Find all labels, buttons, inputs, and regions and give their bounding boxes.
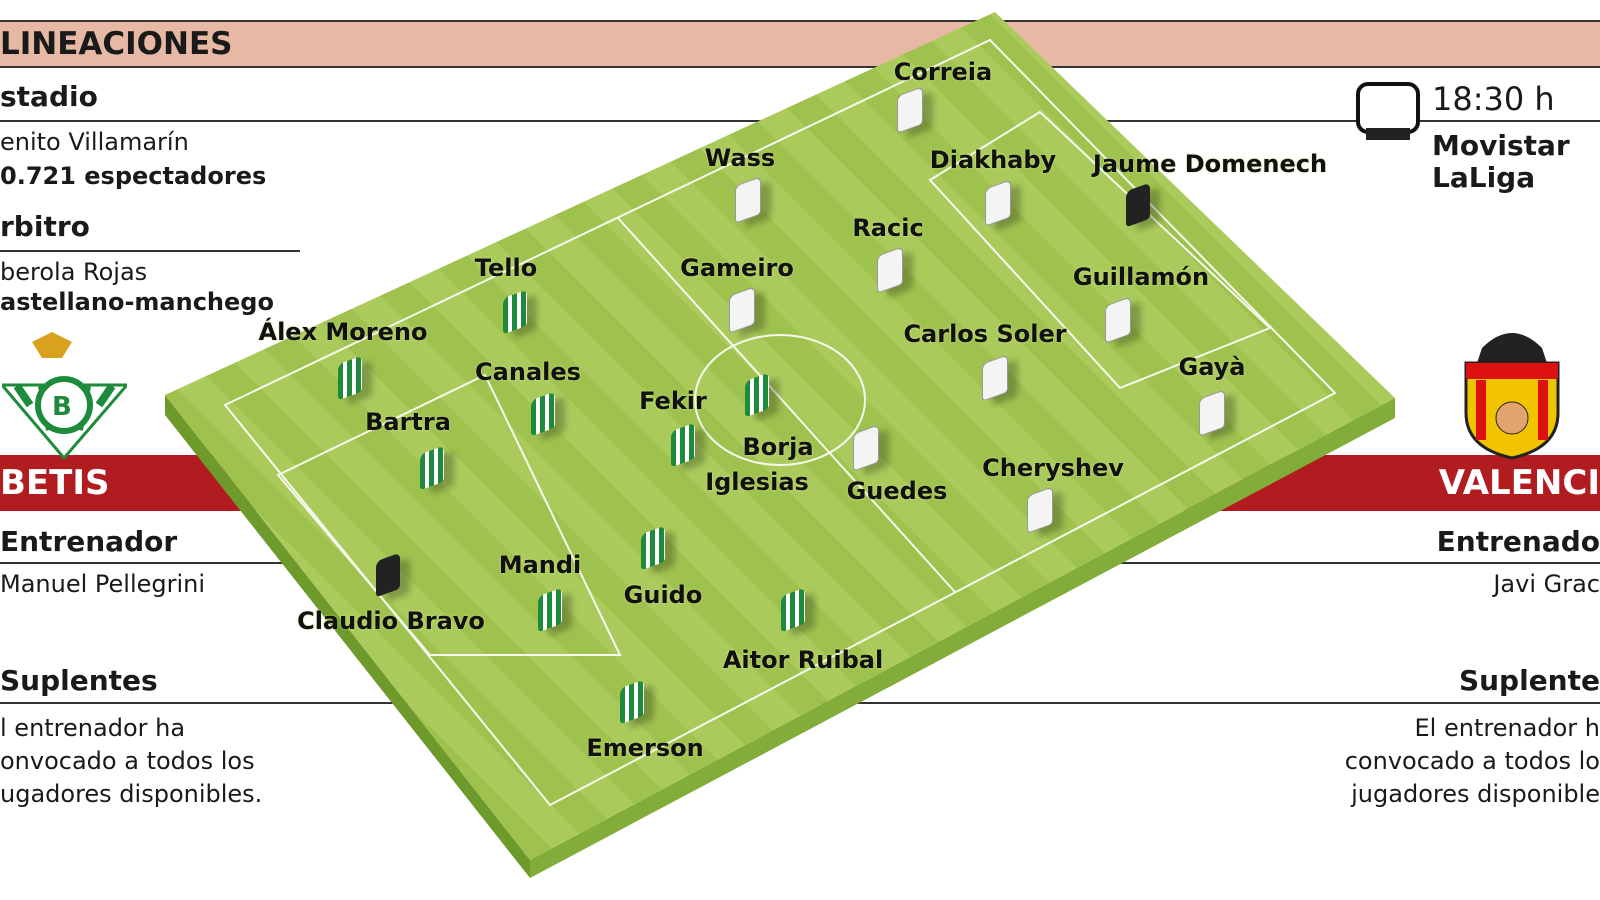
spectators: 0.721 espectadores bbox=[0, 162, 267, 190]
home-subs-heading: Suplentes bbox=[0, 664, 158, 697]
player-name: Correia bbox=[893, 58, 993, 86]
player-name: Fekir bbox=[639, 387, 707, 415]
match-time: 18:30 h bbox=[1432, 80, 1555, 118]
divider bbox=[0, 250, 300, 252]
valencia-crest-icon bbox=[1462, 318, 1562, 460]
player-name: Aitor Ruibal bbox=[722, 646, 884, 674]
tv-channel: Movistar LaLiga bbox=[1432, 129, 1570, 194]
away-subs-text: El entrenador h convocado a todos lo jugad… bbox=[1344, 714, 1600, 808]
player-name: Guillamón bbox=[1072, 263, 1210, 291]
divider bbox=[0, 562, 300, 564]
player-name: Mandi bbox=[498, 551, 582, 579]
player-name: Carlos Soler bbox=[903, 320, 1067, 348]
referee-committee: astellano-manchego bbox=[0, 288, 274, 316]
away-coach-heading: Entrenado bbox=[1436, 525, 1600, 558]
player-name: Iglesias bbox=[705, 468, 809, 496]
home-coach-heading: Entrenador bbox=[0, 525, 178, 558]
player-name: Diakhaby bbox=[929, 146, 1057, 174]
divider bbox=[1120, 562, 1600, 564]
player-name: Tello bbox=[474, 254, 538, 282]
player-name: Cheryshev bbox=[982, 454, 1124, 482]
away-coach: Javi Grac bbox=[1493, 570, 1600, 598]
betis-crest-icon: B bbox=[0, 330, 131, 461]
player-name: Claudio Bravo bbox=[297, 607, 485, 635]
home-subs-text: l entrenador ha onvocado a todos los ugado… bbox=[0, 714, 263, 808]
page-title: LINEACIONES bbox=[0, 26, 233, 62]
home-coach: Manuel Pellegrini bbox=[0, 570, 206, 598]
player-name: Borja bbox=[742, 433, 814, 461]
svg-text:B: B bbox=[52, 392, 72, 422]
tv-stand-icon bbox=[1366, 128, 1410, 140]
player-name: Guedes bbox=[846, 477, 948, 505]
player-name: Álex Moreno bbox=[258, 318, 428, 346]
player-name: Emerson bbox=[586, 734, 704, 762]
player-name: Racic bbox=[852, 214, 924, 242]
home-team-name: BETIS bbox=[0, 463, 110, 503]
player-name: Guido bbox=[623, 581, 703, 609]
referee-name: berola Rojas bbox=[0, 258, 148, 286]
player-name: Jaume Domenech bbox=[1092, 150, 1328, 178]
away-subs-heading: Suplente bbox=[1458, 664, 1600, 697]
header-bar: LINEACIONES bbox=[0, 20, 1600, 68]
player-name: Wass bbox=[704, 144, 776, 172]
stadium-heading: stadio bbox=[0, 80, 98, 113]
stadium-name: enito Villamarín bbox=[0, 128, 189, 156]
referee-heading: rbitro bbox=[0, 210, 90, 243]
tv-icon bbox=[1356, 82, 1420, 134]
player-name: Canales bbox=[475, 358, 581, 386]
away-team-name: VALENCI bbox=[1438, 463, 1600, 503]
player-name: Bartra bbox=[365, 408, 451, 436]
player-name: Gayà bbox=[1178, 353, 1246, 381]
player-name: Gameiro bbox=[680, 254, 794, 282]
